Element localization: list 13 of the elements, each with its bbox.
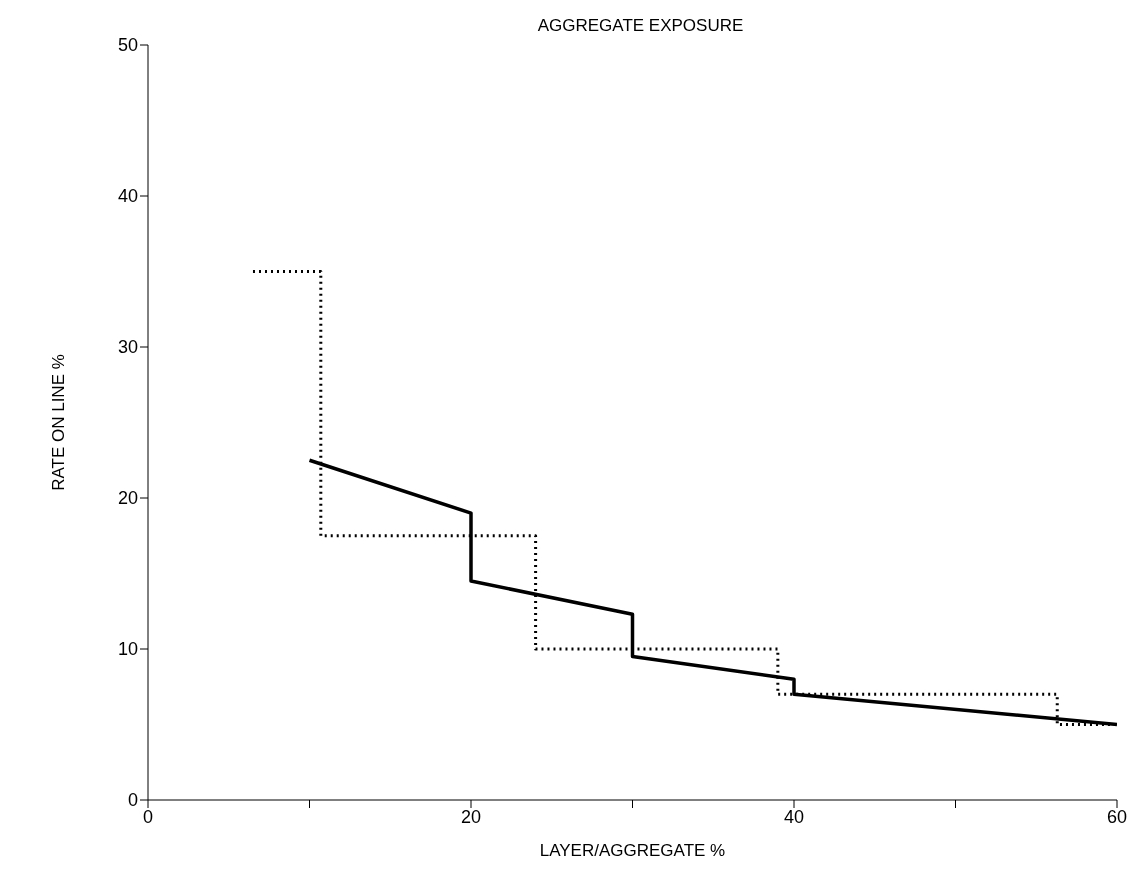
x-tick-label: 60 bbox=[1106, 806, 1128, 827]
x-tick-label: 20 bbox=[460, 806, 482, 827]
y-tick-label: 40 bbox=[117, 186, 138, 207]
y-axis-title: RATE ON LINE % bbox=[49, 354, 69, 491]
y-tick-label: 50 bbox=[117, 35, 138, 56]
y-tick-label: 20 bbox=[117, 488, 138, 509]
y-tick-label: 10 bbox=[117, 639, 138, 660]
x-axis-title: LAYER/AGGREGATE % bbox=[539, 841, 726, 860]
y-tick-label: 30 bbox=[117, 337, 138, 358]
y-tick-label: 0 bbox=[127, 790, 138, 811]
x-tick-label: 0 bbox=[142, 806, 154, 827]
x-tick-label: 40 bbox=[783, 806, 805, 827]
chart-title: AGGREGATE EXPOSURE bbox=[536, 16, 745, 36]
